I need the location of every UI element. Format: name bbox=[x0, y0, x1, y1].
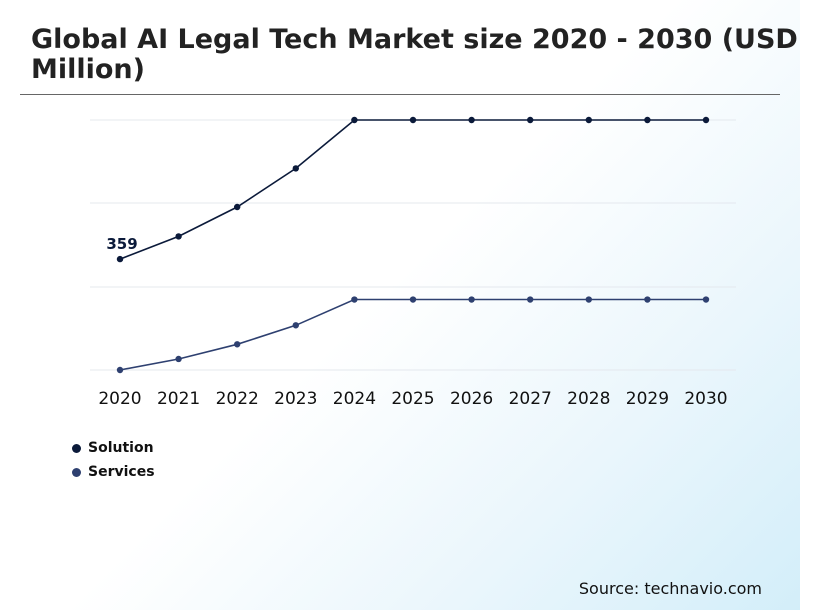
point-solution-2022 bbox=[234, 203, 241, 211]
x-tick-2027: 2027 bbox=[509, 389, 552, 409]
series-lines bbox=[116, 116, 710, 374]
x-tick-2025: 2025 bbox=[391, 389, 434, 409]
x-tick-2029: 2029 bbox=[626, 389, 669, 409]
point-services-2030 bbox=[702, 296, 710, 303]
legend-label-services: Services bbox=[88, 464, 155, 480]
point-solution-2030 bbox=[702, 116, 710, 124]
chart-title: Global AI Legal Tech Market size 2020 - … bbox=[31, 24, 808, 85]
series-line-services bbox=[119, 298, 706, 371]
legend-item-solution[interactable]: Solution bbox=[72, 436, 155, 460]
point-solution-2024 bbox=[351, 116, 358, 124]
point-solution-2028 bbox=[585, 116, 592, 124]
point-services-2020 bbox=[116, 366, 124, 374]
legend-marker-services bbox=[72, 467, 81, 477]
point-solution-2020 bbox=[116, 255, 124, 263]
point-services-2028 bbox=[585, 296, 592, 303]
x-tick-2020: 2020 bbox=[98, 389, 141, 409]
point-services-2026 bbox=[468, 296, 475, 303]
x-tick-2022: 2022 bbox=[216, 389, 259, 409]
point-services-2027 bbox=[527, 296, 534, 303]
point-services-2021 bbox=[175, 355, 182, 363]
legend-label-solution: Solution bbox=[88, 440, 154, 456]
x-tick-2023: 2023 bbox=[274, 389, 317, 409]
source-credit: Source: technavio.com bbox=[578, 579, 762, 598]
x-tick-2028: 2028 bbox=[567, 389, 610, 409]
grid-lines bbox=[90, 119, 736, 371]
x-tick-2026: 2026 bbox=[450, 389, 493, 409]
x-tick-2030: 2030 bbox=[684, 389, 727, 409]
point-solution-2021 bbox=[175, 233, 182, 240]
point-solution-2027 bbox=[527, 116, 534, 124]
x-tick-2024: 2024 bbox=[333, 389, 376, 409]
point-services-2024 bbox=[351, 296, 358, 303]
chart-background bbox=[0, 0, 800, 610]
series-line-solution bbox=[119, 119, 706, 260]
x-axis-ticks: 2020 2021 2022 2023 2024 2025 2026 2027 2028 2029… bbox=[98, 389, 727, 409]
legend: Solution Services bbox=[72, 436, 155, 484]
point-services-2023 bbox=[292, 322, 299, 329]
legend-item-services[interactable]: Services bbox=[72, 460, 155, 484]
point-services-2022 bbox=[234, 341, 241, 348]
point-solution-2029 bbox=[644, 116, 651, 124]
point-services-2029 bbox=[644, 296, 651, 303]
point-solution-2023 bbox=[292, 165, 299, 172]
title-divider bbox=[20, 94, 780, 95]
x-tick-2021: 2021 bbox=[157, 389, 200, 409]
point-services-2025 bbox=[409, 296, 417, 303]
legend-marker-solution bbox=[72, 443, 81, 453]
point-solution-2026 bbox=[468, 116, 475, 124]
point-solution-2025 bbox=[409, 116, 417, 124]
data-labels: 359 bbox=[106, 235, 137, 253]
data-label-solution-2020: 359 bbox=[106, 235, 137, 253]
